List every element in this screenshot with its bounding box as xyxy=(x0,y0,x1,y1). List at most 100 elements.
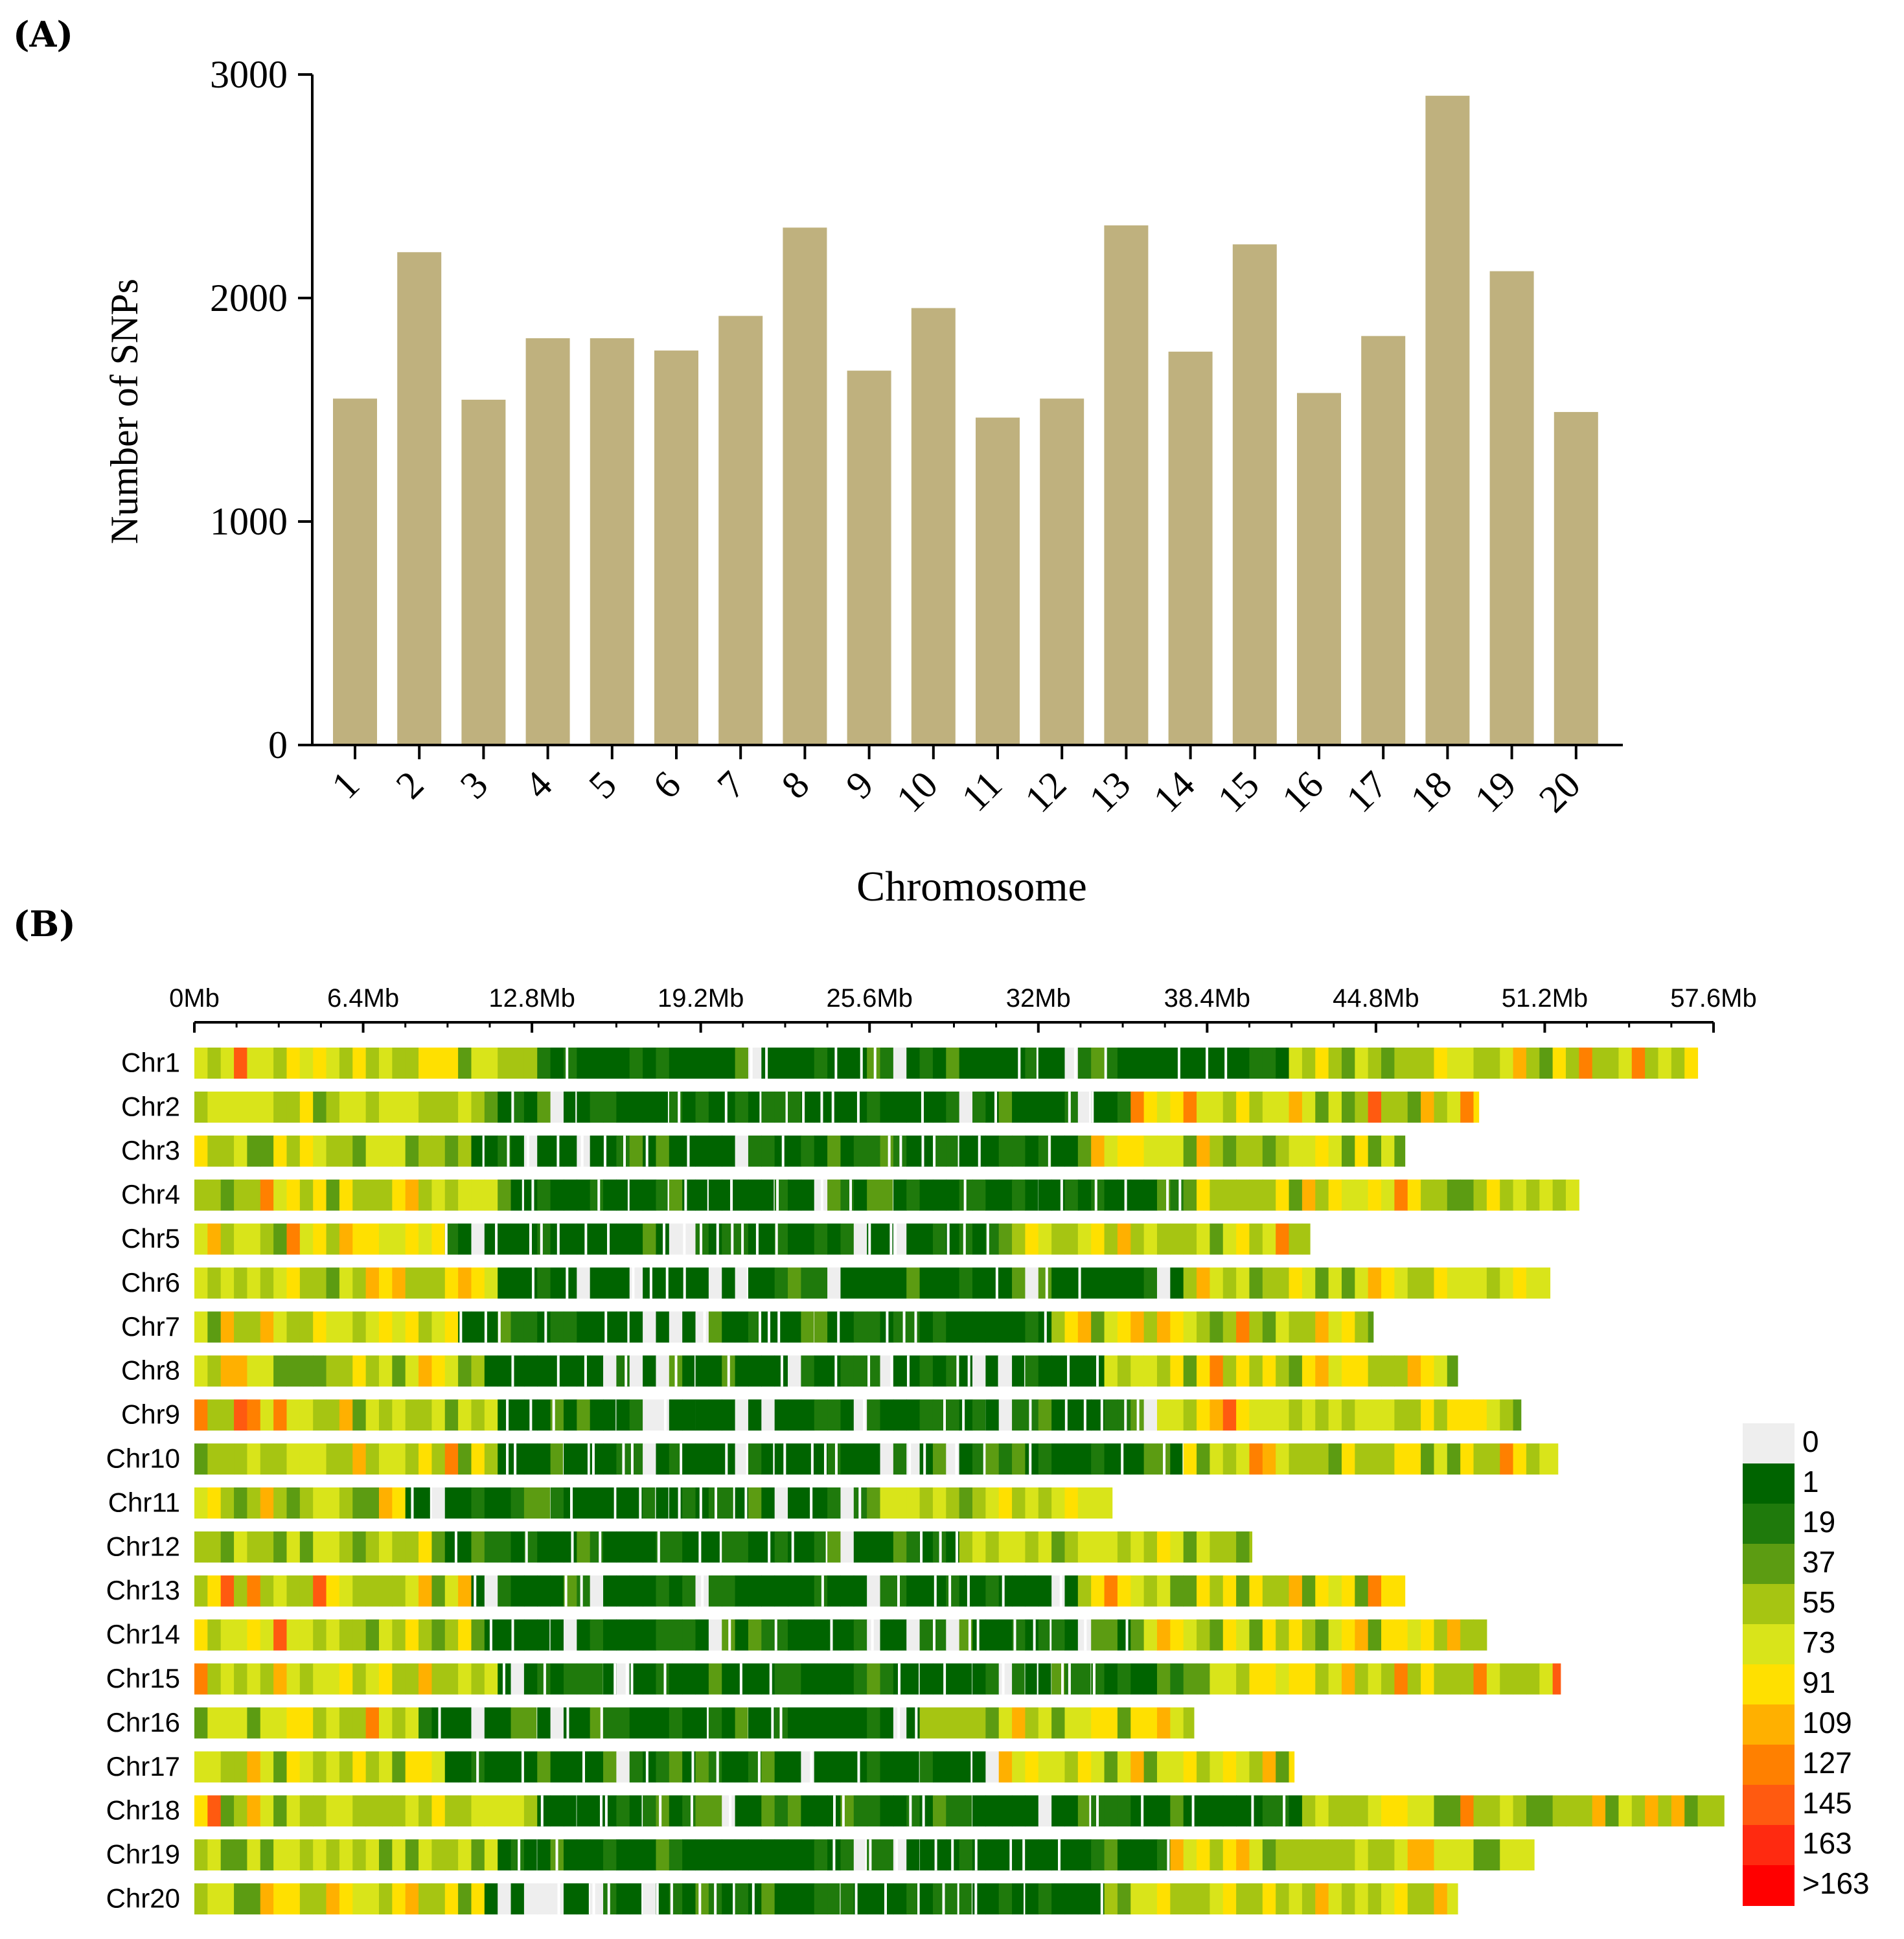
density-cell xyxy=(1500,1663,1514,1695)
density-cell xyxy=(1407,1839,1421,1871)
density-cell xyxy=(405,1048,419,1079)
density-cell xyxy=(1210,1091,1224,1123)
density-cell xyxy=(1197,1355,1210,1387)
x-tick-label: 6 xyxy=(645,763,689,807)
density-cell xyxy=(1460,1267,1474,1299)
density-cell xyxy=(1500,1795,1514,1827)
density-cell xyxy=(523,1751,538,1783)
chromosome-label: Chr5 xyxy=(121,1223,180,1254)
density-cell xyxy=(313,1531,327,1563)
density-cell xyxy=(1368,1135,1382,1167)
density-cell xyxy=(827,1135,841,1167)
density-cell xyxy=(840,1311,855,1343)
density-cell xyxy=(1381,1575,1395,1607)
density-cell xyxy=(1355,1839,1369,1871)
density-cell xyxy=(1012,1883,1026,1915)
density-cell xyxy=(1156,1135,1171,1167)
density-cell xyxy=(339,1839,353,1871)
density-cell xyxy=(458,1048,472,1079)
density-cell xyxy=(234,1707,247,1739)
density-cell xyxy=(1183,1048,1197,1079)
density-cell xyxy=(801,1399,815,1431)
x-tick-label: 10 xyxy=(888,763,946,821)
density-gap xyxy=(934,1839,937,1871)
density-cell xyxy=(788,1575,801,1607)
density-cell xyxy=(1222,1795,1237,1827)
density-cell xyxy=(194,1751,208,1783)
bar-chr-14 xyxy=(1168,351,1213,745)
density-cell xyxy=(708,1443,722,1475)
density-cell xyxy=(577,1091,591,1123)
density-cell xyxy=(577,1487,591,1519)
density-cell xyxy=(1051,1487,1065,1519)
density-cell xyxy=(735,1707,749,1739)
density-gap xyxy=(1024,1883,1027,1915)
chromosome-label: Chr20 xyxy=(106,1883,180,1914)
density-cell xyxy=(827,1399,841,1431)
density-cell xyxy=(365,1179,380,1211)
density-cell xyxy=(840,1399,855,1431)
legend-label: 73 xyxy=(1802,1625,1835,1659)
density-cell xyxy=(840,1135,855,1167)
density-cell xyxy=(643,1179,656,1211)
density-cell xyxy=(735,1355,749,1387)
bar-chr-16 xyxy=(1297,393,1341,745)
density-cell xyxy=(906,1048,921,1079)
density-gap xyxy=(707,1179,710,1211)
density-gap xyxy=(731,1223,734,1255)
density-cell xyxy=(1368,1619,1382,1651)
density-cell xyxy=(1407,1443,1421,1475)
density-gap xyxy=(607,1223,610,1255)
density-cell xyxy=(194,1839,208,1871)
density-cell xyxy=(853,1619,867,1651)
density-cell xyxy=(537,1619,551,1651)
density-cell xyxy=(932,1663,946,1695)
density-cell xyxy=(643,1575,656,1607)
density-cell xyxy=(220,1399,235,1431)
density-gap xyxy=(995,1267,998,1299)
density-cell xyxy=(1368,1091,1382,1123)
density-cell xyxy=(471,1663,485,1695)
density-cell xyxy=(1276,1135,1290,1167)
density-cell xyxy=(998,1531,1013,1563)
density-gap xyxy=(776,1179,779,1211)
density-cell xyxy=(1262,1399,1276,1431)
density-gap xyxy=(1136,1399,1140,1431)
density-cell xyxy=(339,1223,353,1255)
density-cell xyxy=(906,1619,921,1651)
density-cell xyxy=(1355,1355,1369,1387)
density-cell xyxy=(788,1355,801,1387)
density-cell xyxy=(339,1531,353,1563)
density-cell xyxy=(972,1311,986,1343)
density-cell xyxy=(365,1048,380,1079)
density-cell xyxy=(1473,1795,1487,1827)
density-cell xyxy=(1526,1267,1540,1299)
density-cell xyxy=(1183,1883,1197,1915)
density-cell xyxy=(1038,1179,1052,1211)
density-cell xyxy=(867,1311,881,1343)
density-cell xyxy=(814,1839,828,1871)
density-gap xyxy=(556,1135,560,1167)
density-cell xyxy=(906,1575,921,1607)
density-cell xyxy=(1170,1267,1184,1299)
density-cell xyxy=(286,1707,301,1739)
density-gap xyxy=(856,1091,860,1123)
density-cell xyxy=(1025,1179,1039,1211)
density-cell xyxy=(722,1663,736,1695)
density-cell xyxy=(1170,1135,1184,1167)
density-cell xyxy=(1183,1663,1197,1695)
density-cell xyxy=(339,1883,353,1915)
density-gap xyxy=(719,1531,722,1563)
density-cell xyxy=(1051,1091,1065,1123)
density-gap xyxy=(544,1311,547,1343)
density-cell xyxy=(326,1399,340,1431)
density-cell xyxy=(748,1443,762,1475)
density-cell xyxy=(273,1179,287,1211)
density-cell xyxy=(247,1839,261,1871)
legend-label: 91 xyxy=(1802,1666,1835,1699)
density-cell xyxy=(840,1223,855,1255)
density-cell xyxy=(273,1487,287,1519)
density-cell xyxy=(919,1839,934,1871)
density-cell xyxy=(998,1795,1013,1827)
